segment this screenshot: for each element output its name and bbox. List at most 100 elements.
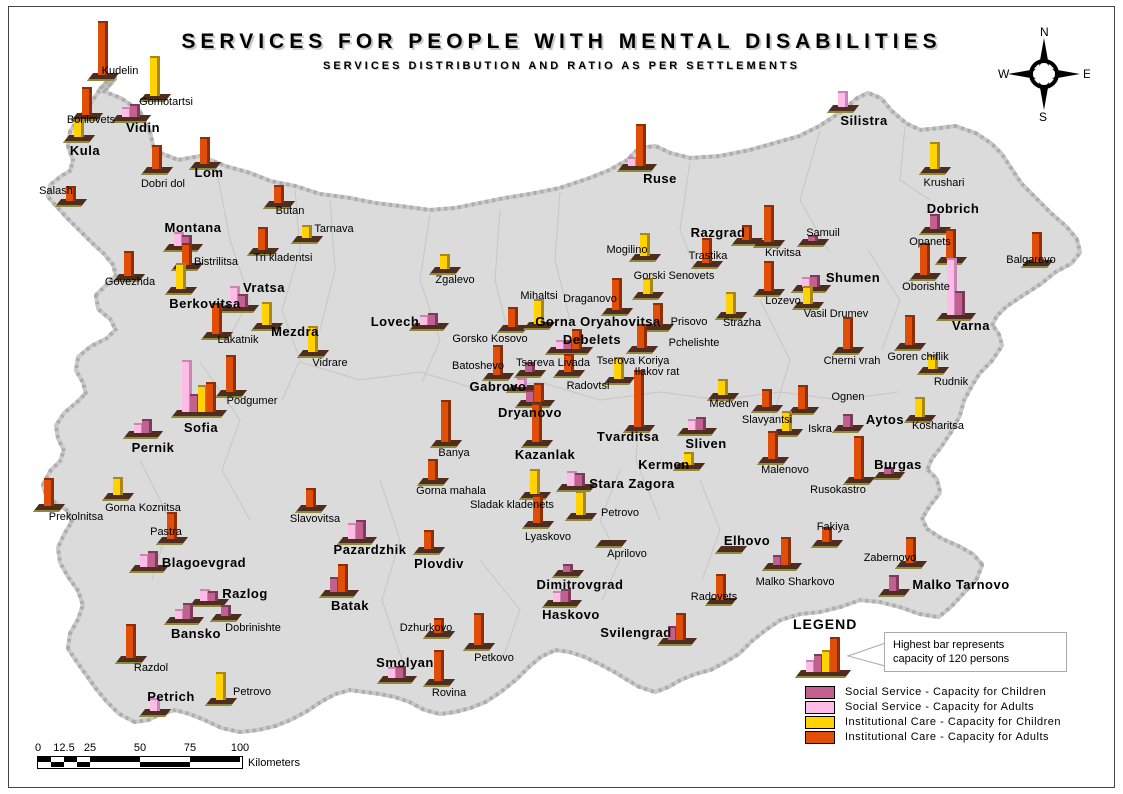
legend-item: Social Service - Capacity for Children — [805, 685, 1065, 699]
bar-ssc — [884, 467, 894, 474]
bar-ssc — [182, 235, 192, 246]
settlement-label: Berkovitsa — [169, 296, 241, 311]
bar-ssc — [183, 603, 193, 619]
bar-ica — [702, 238, 712, 263]
bar-ssa — [150, 698, 160, 711]
settlement-label: Plovdiv — [414, 556, 464, 571]
settlement-label: Ilakov rat — [634, 366, 680, 378]
settlement-label: Lovech — [370, 314, 420, 329]
bar-ica — [676, 613, 686, 640]
bar-ssc — [428, 313, 438, 325]
bar-ica — [534, 383, 544, 402]
settlement-label: Krushari — [923, 177, 965, 189]
bar-ssc — [208, 591, 218, 601]
bar-ica — [946, 229, 956, 259]
settlement-label: Vasil Drumev — [803, 308, 869, 320]
settlement-label: Debelets — [562, 332, 622, 347]
bar-ica — [768, 431, 778, 459]
legend-swatch-ssc — [805, 686, 835, 699]
legend-title: LEGEND — [793, 616, 858, 632]
bar-icc — [302, 225, 312, 238]
bar-ica — [434, 618, 444, 633]
settlement-label: Zgalevo — [435, 274, 475, 286]
settlement-label: Vratsa — [242, 280, 286, 295]
settlement-label: Malko Tarnovo — [912, 577, 1010, 592]
bar-ica — [532, 403, 542, 442]
bar-ica — [424, 530, 434, 549]
scale-tick: 50 — [133, 742, 147, 754]
settlement-label: Malenovo — [761, 464, 809, 476]
bar-ssc — [696, 417, 706, 430]
bar-icc — [440, 254, 450, 269]
settlement-label: Dryanovo — [498, 405, 562, 420]
bar-ssc — [889, 575, 899, 591]
bar-ica — [206, 382, 216, 412]
scale-segment — [51, 762, 64, 767]
legend-label: Institutional Care - Capacity for Adults — [845, 731, 1050, 743]
settlement-label: Montana — [164, 220, 222, 235]
bar-ica — [428, 459, 438, 480]
settlement-label: Tvarditsa — [596, 429, 660, 444]
settlement-label: Lyaskovo — [524, 531, 572, 543]
bar-ica — [126, 624, 136, 658]
bar-ssc — [356, 520, 366, 539]
bar-ica — [441, 400, 451, 442]
legend-label: Social Service - Capacity for Children — [845, 686, 1047, 698]
settlement-label: Slavovitsa — [289, 513, 341, 525]
settlement-label: Pazardzhik — [333, 542, 407, 557]
legend-label: Social Service - Capacity for Adults — [845, 701, 1035, 713]
bar-ica — [612, 278, 622, 310]
scale-tick: 75 — [183, 742, 197, 754]
settlement-label: Oborishte — [902, 281, 950, 293]
bar-ica — [634, 370, 644, 427]
bar-ica — [572, 329, 582, 349]
settlement-label: Zabernovo — [863, 552, 917, 564]
callout-line2: capacity of 120 persons — [893, 653, 1010, 665]
bar-ica — [637, 324, 647, 348]
bar-ssc — [955, 291, 965, 315]
bar-ica — [843, 317, 853, 349]
legend-swatch-ica — [805, 731, 835, 744]
bar-ssa — [182, 360, 192, 412]
scale-segment — [51, 757, 64, 762]
settlement-label: Vidin — [125, 120, 161, 135]
bar-ica — [764, 261, 774, 291]
bar-icc — [150, 56, 160, 96]
bar-icc — [726, 292, 736, 314]
bar-ica — [82, 87, 92, 115]
settlement-label: Petrovo — [601, 507, 639, 519]
bar-ssc — [563, 564, 573, 572]
settlement-label: Bistrilitsa — [193, 256, 239, 268]
settlement-label: Rusokastro — [810, 484, 866, 496]
settlement-label: Gabrovo — [469, 379, 527, 394]
bar-ssc — [142, 419, 152, 433]
settlement-label: Elhovo — [723, 533, 771, 548]
bar-ssc — [808, 235, 818, 241]
settlement-label: Smolyan — [376, 655, 434, 670]
settlement-label: Lakatnik — [217, 334, 259, 346]
compass-rose: N S W E — [998, 26, 1090, 122]
settlement-label: Shumen — [825, 270, 881, 285]
settlement-label: Samuil — [806, 227, 840, 239]
bar-icc — [530, 469, 540, 494]
settlement-label: Batoshevo — [452, 360, 504, 372]
scale-segment — [77, 762, 90, 767]
bar-icc — [640, 233, 650, 256]
settlement-label: Goren chiflik — [887, 351, 949, 363]
settlement-label: Butan — [275, 205, 305, 217]
scale-segment — [77, 757, 90, 762]
scale-segment — [90, 762, 140, 767]
bar-ica — [474, 613, 484, 645]
bar-ica — [906, 537, 916, 563]
bar-ica — [636, 124, 646, 166]
bar-icc — [74, 120, 84, 137]
bar-ssc — [525, 362, 535, 372]
scale-unit: Kilometers — [248, 757, 300, 769]
bar-icc — [643, 278, 653, 294]
page-border — [8, 6, 1115, 788]
compass-e: E — [1083, 67, 1090, 81]
bar-icc — [262, 302, 272, 325]
settlement-label: Prisovo — [670, 316, 708, 328]
settlement-label: Blagoevgrad — [161, 555, 247, 570]
